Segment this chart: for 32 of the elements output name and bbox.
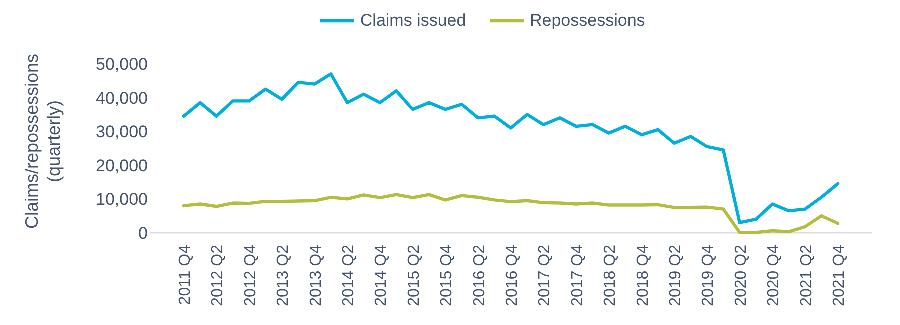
x-tick-label: 2021 Q4 xyxy=(831,244,848,306)
x-tick-label: 2018 Q4 xyxy=(634,244,652,306)
x-tick-label: 2017 Q4 xyxy=(569,244,586,306)
line-series xyxy=(182,72,840,224)
y-tick-label: 50,000 xyxy=(96,54,148,74)
x-tick-label: 2015 Q4 xyxy=(438,244,456,306)
line-series xyxy=(182,193,840,234)
x-tick-label: 2014 Q4 xyxy=(373,244,390,306)
y-tick-label: 30,000 xyxy=(96,122,148,142)
x-tick-label: 2016 Q4 xyxy=(504,244,521,306)
x-tick-label: 2013 Q4 xyxy=(308,244,325,306)
x-tick-label: 2014 Q2 xyxy=(340,244,358,306)
x-tick-label: 2018 Q2 xyxy=(602,244,620,306)
x-tick-label: 2017 Q2 xyxy=(536,244,554,306)
y-tick-label: 0 xyxy=(138,224,148,243)
x-tick-label: 2016 Q2 xyxy=(471,244,488,306)
x-tick-label: 2012 Q4 xyxy=(242,244,260,306)
x-tick-label: 2019 Q4 xyxy=(700,244,718,306)
x-tick-label: 2015 Q2 xyxy=(406,244,423,306)
x-tick-label: 2020 Q2 xyxy=(732,244,750,306)
y-axis-title: Claims/repossessions (quarterly) xyxy=(22,54,64,230)
x-tick-label: 2011 Q4 xyxy=(177,244,194,306)
y-tick-label: 10,000 xyxy=(96,190,148,210)
x-tick-label: 2019 Q2 xyxy=(668,244,684,306)
x-tick-label: 2020 Q4 xyxy=(766,244,783,306)
y-tick-label: 40,000 xyxy=(96,88,148,108)
legend-label: Claims issued xyxy=(360,11,466,30)
x-tick-label: 2013 Q2 xyxy=(275,244,292,306)
legend-label: Repossessions xyxy=(530,11,646,30)
x-tick-label: 2021 Q2 xyxy=(798,244,816,306)
y-tick-label: 20,000 xyxy=(96,156,148,176)
x-tick-label: 2012 Q2 xyxy=(210,244,227,306)
